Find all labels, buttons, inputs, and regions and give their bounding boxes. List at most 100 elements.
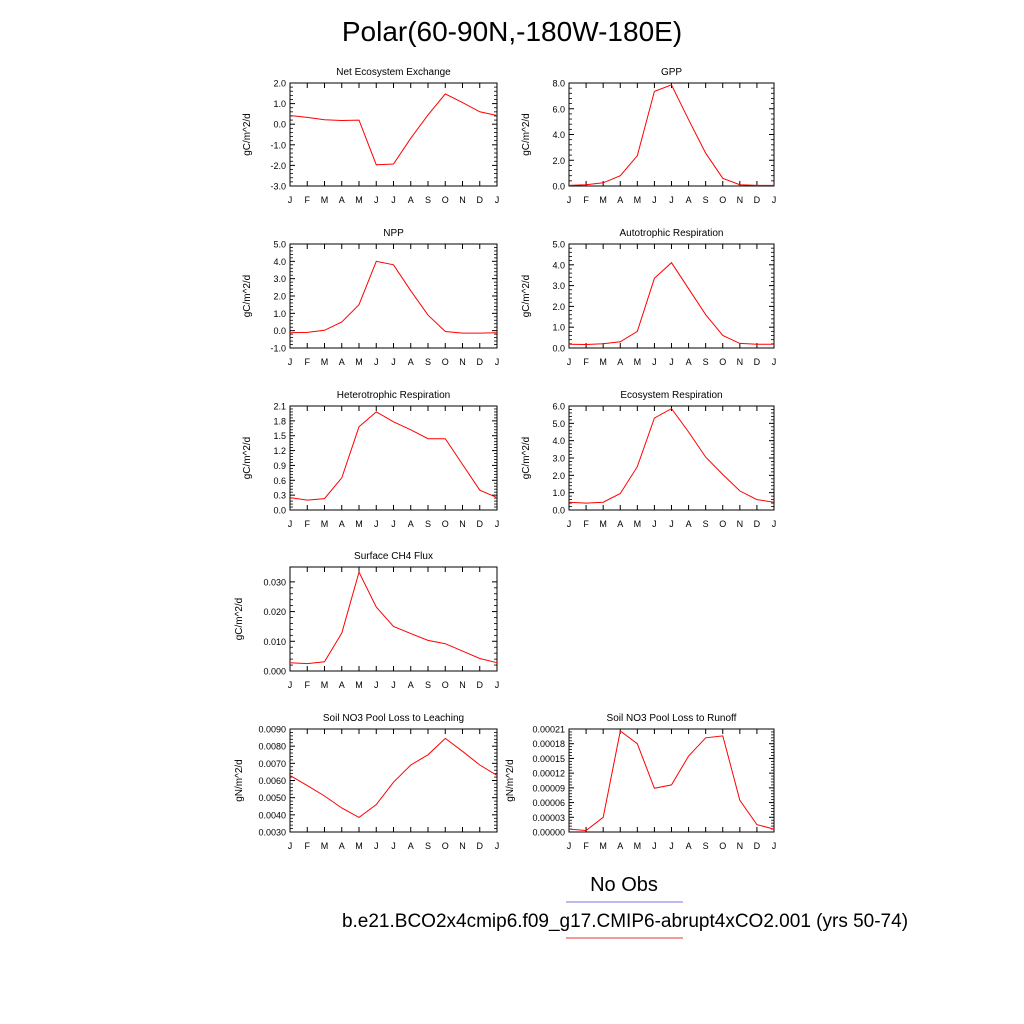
- y-tick-label: 0.00015: [532, 754, 565, 764]
- x-tick-label: S: [425, 357, 431, 367]
- x-tick-label: J: [391, 519, 396, 529]
- x-tick-label: D: [754, 357, 761, 367]
- x-tick-label: D: [477, 357, 484, 367]
- x-tick-label: F: [583, 519, 589, 529]
- x-tick-label: A: [339, 841, 345, 851]
- x-tick-label: A: [686, 195, 692, 205]
- y-tick-label: 0.0: [552, 344, 565, 354]
- x-tick-label: J: [374, 519, 379, 529]
- y-tick-label: 0.020: [263, 607, 286, 617]
- y-tick-label: 2.0: [552, 471, 565, 481]
- model-series-line: [289, 411, 498, 501]
- plot-frame: [289, 566, 498, 672]
- x-tick-label: M: [355, 841, 363, 851]
- x-tick-label: N: [737, 841, 744, 851]
- y-tick-label: 1.0: [552, 488, 565, 498]
- x-tick-label: A: [617, 357, 623, 367]
- y-tick-label: 4.0: [273, 257, 286, 267]
- model-series-line: [289, 737, 498, 818]
- x-tick-label: M: [599, 357, 607, 367]
- x-tick-label: J: [772, 195, 777, 205]
- x-tick-label: A: [686, 841, 692, 851]
- y-tick-label: 3.0: [552, 454, 565, 464]
- y-tick-label: 1.5: [273, 431, 286, 441]
- y-tick-label: 8.0: [552, 79, 565, 89]
- y-axis-label: gC/m^2/d: [521, 437, 532, 480]
- x-tick-label: D: [754, 195, 761, 205]
- x-tick-label: D: [754, 519, 761, 529]
- y-tick-label: 0.00000: [532, 828, 565, 838]
- x-tick-label: D: [477, 519, 484, 529]
- y-tick-label: 0.9: [273, 461, 286, 471]
- y-tick-label: 0.0: [552, 182, 565, 192]
- y-tick-label: 2.1: [273, 402, 286, 412]
- y-tick-label: 4.0: [552, 260, 565, 270]
- y-axis-label: gC/m^2/d: [242, 275, 253, 318]
- x-tick-label: F: [305, 841, 311, 851]
- x-tick-label: D: [477, 680, 484, 690]
- x-tick-label: A: [339, 195, 345, 205]
- x-tick-label: J: [374, 357, 379, 367]
- x-tick-label: J: [391, 195, 396, 205]
- x-tick-label: F: [305, 519, 311, 529]
- x-tick-label: J: [772, 357, 777, 367]
- x-tick-label: M: [355, 357, 363, 367]
- x-tick-label: D: [477, 195, 484, 205]
- x-tick-label: A: [408, 680, 414, 690]
- plot-frame: [289, 82, 498, 187]
- x-tick-label: J: [288, 195, 293, 205]
- y-axis-label: gC/m^2/d: [521, 275, 532, 318]
- x-tick-label: J: [652, 519, 657, 529]
- y-tick-label: 1.8: [273, 416, 286, 426]
- y-tick-label: 0.0080: [258, 742, 286, 752]
- y-tick-label: 4.0: [552, 130, 565, 140]
- x-tick-label: M: [634, 841, 642, 851]
- x-tick-label: A: [686, 357, 692, 367]
- y-tick-label: 0.0060: [258, 776, 286, 786]
- x-tick-label: J: [391, 680, 396, 690]
- x-tick-label: M: [321, 519, 329, 529]
- x-tick-label: J: [495, 357, 500, 367]
- legend: No Obs b.e21.BCO2x4cmip6.f09_g17.CMIP6-ab…: [342, 874, 908, 939]
- model-series-line: [289, 260, 498, 334]
- x-tick-label: S: [425, 195, 431, 205]
- x-tick-label: J: [495, 519, 500, 529]
- plot-frame: [568, 405, 775, 511]
- x-tick-label: J: [772, 841, 777, 851]
- x-tick-label: O: [719, 195, 726, 205]
- y-axis-label: gC/m^2/d: [242, 437, 253, 480]
- x-tick-label: J: [391, 357, 396, 367]
- x-tick-label: J: [288, 680, 293, 690]
- x-tick-label: M: [355, 195, 363, 205]
- x-tick-label: J: [288, 519, 293, 529]
- x-tick-label: O: [719, 357, 726, 367]
- y-tick-label: 1.0: [552, 323, 565, 333]
- y-axis-label: gC/m^2/d: [234, 598, 245, 641]
- model-series-line: [289, 570, 498, 665]
- x-tick-label: O: [442, 519, 449, 529]
- y-tick-label: 2.0: [552, 302, 565, 312]
- x-tick-label: M: [634, 357, 642, 367]
- x-tick-label: J: [374, 841, 379, 851]
- y-tick-label: 0.0070: [258, 759, 286, 769]
- y-tick-label: -3.0: [270, 182, 286, 192]
- x-tick-label: J: [669, 195, 674, 205]
- x-tick-label: A: [339, 680, 345, 690]
- x-tick-label: M: [321, 357, 329, 367]
- x-tick-label: M: [599, 841, 607, 851]
- x-tick-label: J: [567, 519, 572, 529]
- x-tick-label: J: [495, 680, 500, 690]
- y-tick-label: -1.0: [270, 344, 286, 354]
- legend-model-label: b.e21.BCO2x4cmip6.f09_g17.CMIP6-abrupt4x…: [342, 911, 908, 932]
- x-tick-label: O: [442, 195, 449, 205]
- x-tick-label: S: [703, 195, 709, 205]
- x-tick-label: J: [567, 841, 572, 851]
- chart-title: Heterotrophic Respiration: [337, 390, 450, 401]
- x-tick-label: A: [686, 519, 692, 529]
- x-tick-label: N: [737, 357, 744, 367]
